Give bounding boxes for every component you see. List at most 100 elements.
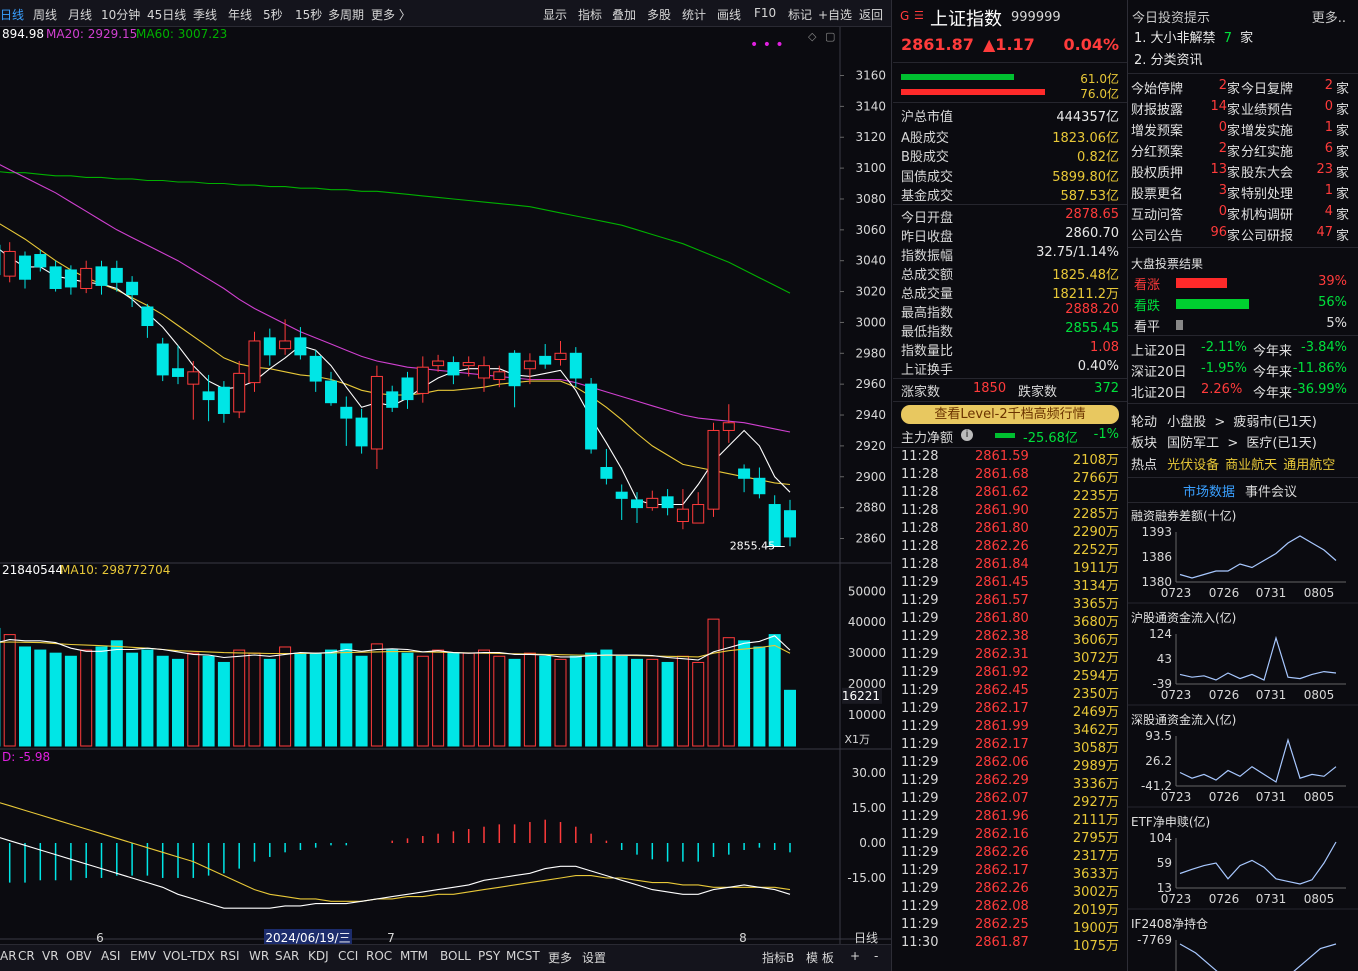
toolbar-button[interactable]: 多股 xyxy=(647,6,671,23)
indicator-tab[interactable]: CCI xyxy=(338,949,358,963)
indicator-tab[interactable]: OBV xyxy=(66,949,92,963)
indicator-tab[interactable]: BOLL xyxy=(440,949,471,963)
info-icon[interactable]: i xyxy=(961,429,973,441)
tab-event-meeting[interactable]: 事件会议 xyxy=(1245,481,1297,500)
indicator-option[interactable]: + xyxy=(850,949,860,963)
event-row[interactable]: 股票更名 3 家特别处理 1 家 xyxy=(1131,183,1349,203)
period-tab[interactable]: 15秒 xyxy=(295,6,322,23)
volume-bar xyxy=(203,656,214,746)
level2-button[interactable]: 查看Level-2千档高频行情 xyxy=(901,405,1119,424)
arrow-icon: > xyxy=(1227,436,1238,451)
toolbar-button[interactable]: 叠加 xyxy=(612,6,636,23)
volume-bar xyxy=(295,653,306,746)
period-tab[interactable]: 月线 xyxy=(68,6,92,23)
event-row[interactable]: 股权质押 13 家股东大会 23 家 xyxy=(1131,162,1349,182)
event-row[interactable]: 互动问答 0 家机构调研 4 家 xyxy=(1131,204,1349,224)
rotation-row[interactable]: 轮动 小盘股 > 疲弱市(已1天) xyxy=(1131,411,1317,431)
toolbar-button[interactable]: 返回 xyxy=(859,6,883,23)
toolbar-button[interactable]: F10 xyxy=(754,6,776,20)
candle-body xyxy=(448,363,459,375)
tip-item-2[interactable]: 2. 分类资讯 xyxy=(1134,49,1203,69)
g-icon[interactable]: G xyxy=(900,9,909,23)
indicator-option[interactable]: 指标B xyxy=(762,949,794,966)
period-tab[interactable]: 45日线 xyxy=(147,6,186,23)
kline-chart[interactable]: 3160 3140 3120 3100 3080 3060 3040 3020 3000 2980… xyxy=(0,27,891,944)
indicator-tab[interactable]: ASI xyxy=(101,949,120,963)
hot-topic[interactable]: 通用航空 xyxy=(1283,458,1335,473)
period-tab[interactable]: 多周期 xyxy=(328,6,364,23)
tick-row: 11:29 2862.17 3633万 xyxy=(901,863,1119,881)
period-tab[interactable]: 5秒 xyxy=(263,6,283,23)
indicator-tab[interactable]: ROC xyxy=(366,949,392,963)
vol-tick-label: 50000 xyxy=(848,584,886,598)
settings-square-icon[interactable]: ▢ xyxy=(825,30,835,43)
tick-time: 11:29 xyxy=(901,809,938,824)
period-tab[interactable]: 更多 〉 xyxy=(371,6,411,23)
event-row[interactable]: 增发预案 0 家增发实施 1 家 xyxy=(1131,120,1349,140)
mini-series-line xyxy=(1180,944,1336,971)
hot-topic[interactable]: 商业航天 xyxy=(1225,458,1277,473)
tick-volume: 3002万 xyxy=(1073,881,1119,900)
toolbar-button[interactable]: 统计 xyxy=(682,6,706,23)
toolbar-button[interactable]: +自选 xyxy=(818,6,852,23)
indicator-tab[interactable]: PSY xyxy=(478,949,500,963)
kline-chart-area[interactable]: 3160 3140 3120 3100 3080 3060 3040 3020 3000 2980… xyxy=(0,27,891,944)
candle-body xyxy=(708,430,719,509)
mini-tick-label: 124 xyxy=(1149,627,1172,641)
indicator-tab[interactable]: CR xyxy=(18,949,35,963)
indicator-tab[interactable]: MTM xyxy=(400,949,428,963)
indicator-tab[interactable]: VR xyxy=(42,949,59,963)
quote-label: 指数振幅 xyxy=(901,245,953,264)
candle-body xyxy=(754,478,765,493)
quote-row: A股成交 1823.06亿 xyxy=(901,127,1119,146)
event-row[interactable]: 今始停牌 2 家今日复牌 2 家 xyxy=(1131,78,1349,98)
event-row[interactable]: 财报披露 14 家业绩预告 0 家 xyxy=(1131,99,1349,119)
period-tab[interactable]: 10分钟 xyxy=(101,6,140,23)
event-unit: 家 xyxy=(1227,99,1240,118)
indicator-tab[interactable]: RSI xyxy=(220,949,240,963)
period-tab[interactable]: 季线 xyxy=(193,6,217,23)
indicator-tab[interactable]: SAR xyxy=(275,949,299,963)
period-tab[interactable]: 周线 xyxy=(33,6,57,23)
volume-bar xyxy=(785,690,796,746)
indicator-option[interactable]: 模 板 xyxy=(806,949,834,966)
tip-item-1[interactable]: 1. 大小非解禁 7 家 xyxy=(1134,27,1253,47)
quote-value: 32.75/1.14% xyxy=(1036,245,1119,260)
indicator-tab[interactable]: AR xyxy=(0,949,17,963)
tips-more-link[interactable]: 更多.. xyxy=(1312,7,1346,26)
sector-row[interactable]: 板块 国防军工 > 医疗(已1天) xyxy=(1131,432,1317,452)
indicator-option[interactable]: - xyxy=(874,949,878,963)
period-tab[interactable]: 日线 xyxy=(0,6,24,23)
rotation-label: 轮动 xyxy=(1131,415,1157,430)
tick-price: 2862.17 xyxy=(975,701,1029,716)
diamond-icon[interactable]: ◇ xyxy=(808,30,817,43)
event-label: 股权质押 xyxy=(1131,162,1183,181)
event-row[interactable]: 分红预案 2 家分红实施 6 家 xyxy=(1131,141,1349,161)
tick-time: 11:29 xyxy=(901,791,938,806)
indicator-tab[interactable]: 更多 xyxy=(548,949,572,966)
indicator-tab[interactable]: MCST xyxy=(506,949,540,963)
toolbar-button[interactable]: 指标 xyxy=(578,6,602,23)
indicator-tab[interactable]: WR xyxy=(249,949,269,963)
indicator-tab[interactable]: VOL-TDX xyxy=(163,949,215,963)
volume-bar xyxy=(371,644,382,746)
hot-topic[interactable]: 光伏设备 xyxy=(1167,458,1219,473)
candle xyxy=(417,356,428,402)
toolbar-button[interactable]: 显示 xyxy=(543,6,567,23)
menu-icon[interactable]: ☰ xyxy=(914,9,924,22)
candle-body xyxy=(540,356,551,364)
tab-market-data[interactable]: 市场数据 xyxy=(1183,481,1235,500)
event-row[interactable]: 公司公告 96 家公司研报 47 家 xyxy=(1131,225,1349,245)
toolbar-button[interactable]: 画线 xyxy=(717,6,741,23)
mini-chart[interactable]: IF2408净持仓-7769-8742 xyxy=(1128,916,1358,971)
indicator-tab[interactable]: KDJ xyxy=(308,949,329,963)
indicator-tab[interactable]: 设置 xyxy=(582,949,606,966)
indicator-tab[interactable]: EMV xyxy=(130,949,156,963)
toolbar-button[interactable]: 标记 xyxy=(788,6,812,23)
period-tab[interactable]: 年线 xyxy=(228,6,252,23)
